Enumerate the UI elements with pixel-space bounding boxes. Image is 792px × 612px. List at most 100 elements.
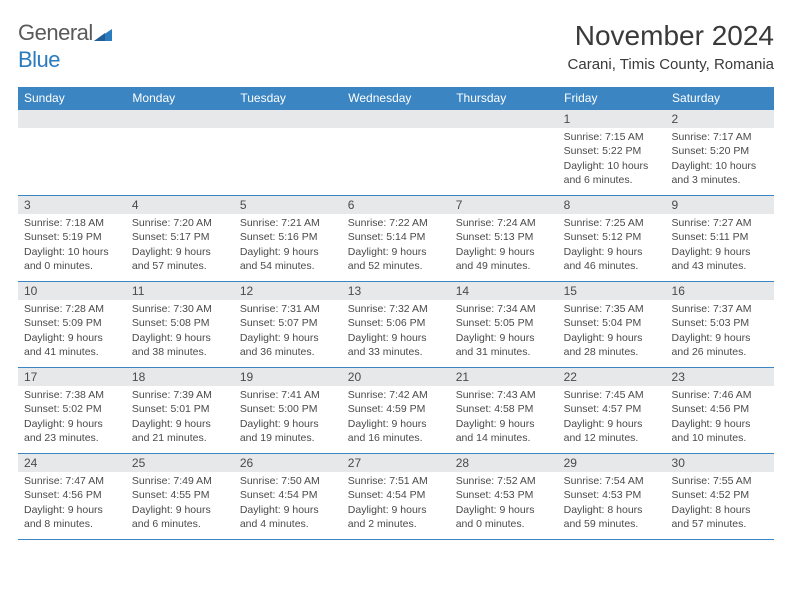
calendar-week-row: 1Sunrise: 7:15 AMSunset: 5:22 PMDaylight… [18,110,774,196]
day-number: 27 [342,454,450,472]
day-content: Sunrise: 7:32 AMSunset: 5:06 PMDaylight:… [342,300,450,363]
day-content: Sunrise: 7:46 AMSunset: 4:56 PMDaylight:… [666,386,774,449]
day-content: Sunrise: 7:45 AMSunset: 4:57 PMDaylight:… [558,386,666,449]
day-number: 7 [450,196,558,214]
day-number: 11 [126,282,234,300]
day-number: 18 [126,368,234,386]
day-number: 3 [18,196,126,214]
day-number: 28 [450,454,558,472]
calendar-day-cell [126,110,234,196]
calendar-day-cell: 9Sunrise: 7:27 AMSunset: 5:11 PMDaylight… [666,196,774,282]
calendar-day-cell: 7Sunrise: 7:24 AMSunset: 5:13 PMDaylight… [450,196,558,282]
calendar-day-cell: 20Sunrise: 7:42 AMSunset: 4:59 PMDayligh… [342,368,450,454]
day-content: Sunrise: 7:51 AMSunset: 4:54 PMDaylight:… [342,472,450,535]
calendar-day-cell: 18Sunrise: 7:39 AMSunset: 5:01 PMDayligh… [126,368,234,454]
day-content: Sunrise: 7:43 AMSunset: 4:58 PMDaylight:… [450,386,558,449]
logo-triangle-icon [94,21,112,47]
day-number: 24 [18,454,126,472]
day-content: Sunrise: 7:31 AMSunset: 5:07 PMDaylight:… [234,300,342,363]
day-number: 6 [342,196,450,214]
calendar-day-cell [234,110,342,196]
day-number: 21 [450,368,558,386]
day-content: Sunrise: 7:18 AMSunset: 5:19 PMDaylight:… [18,214,126,277]
day-number: 19 [234,368,342,386]
day-content: Sunrise: 7:38 AMSunset: 5:02 PMDaylight:… [18,386,126,449]
day-content: Sunrise: 7:20 AMSunset: 5:17 PMDaylight:… [126,214,234,277]
calendar-day-cell: 24Sunrise: 7:47 AMSunset: 4:56 PMDayligh… [18,454,126,540]
calendar-week-row: 3Sunrise: 7:18 AMSunset: 5:19 PMDaylight… [18,196,774,282]
calendar-day-cell [450,110,558,196]
calendar-day-cell: 6Sunrise: 7:22 AMSunset: 5:14 PMDaylight… [342,196,450,282]
day-content: Sunrise: 7:42 AMSunset: 4:59 PMDaylight:… [342,386,450,449]
weekday-header: Sunday [18,87,126,110]
calendar-week-row: 10Sunrise: 7:28 AMSunset: 5:09 PMDayligh… [18,282,774,368]
day-number [126,110,234,128]
day-number: 8 [558,196,666,214]
day-number: 12 [234,282,342,300]
title-block: November 2024 Carani, Timis County, Roma… [568,20,774,73]
logo-text-main: General [18,20,93,45]
day-number: 26 [234,454,342,472]
day-content: Sunrise: 7:27 AMSunset: 5:11 PMDaylight:… [666,214,774,277]
weekday-header: Friday [558,87,666,110]
calendar-day-cell: 29Sunrise: 7:54 AMSunset: 4:53 PMDayligh… [558,454,666,540]
calendar-head: SundayMondayTuesdayWednesdayThursdayFrid… [18,87,774,110]
day-content: Sunrise: 7:55 AMSunset: 4:52 PMDaylight:… [666,472,774,535]
calendar-day-cell [18,110,126,196]
day-number [342,110,450,128]
day-content: Sunrise: 7:28 AMSunset: 5:09 PMDaylight:… [18,300,126,363]
day-number: 9 [666,196,774,214]
day-number: 22 [558,368,666,386]
day-content: Sunrise: 7:52 AMSunset: 4:53 PMDaylight:… [450,472,558,535]
day-content: Sunrise: 7:21 AMSunset: 5:16 PMDaylight:… [234,214,342,277]
calendar-day-cell: 22Sunrise: 7:45 AMSunset: 4:57 PMDayligh… [558,368,666,454]
calendar-day-cell: 8Sunrise: 7:25 AMSunset: 5:12 PMDaylight… [558,196,666,282]
weekday-header: Thursday [450,87,558,110]
calendar-day-cell: 27Sunrise: 7:51 AMSunset: 4:54 PMDayligh… [342,454,450,540]
calendar-day-cell: 25Sunrise: 7:49 AMSunset: 4:55 PMDayligh… [126,454,234,540]
calendar-day-cell: 23Sunrise: 7:46 AMSunset: 4:56 PMDayligh… [666,368,774,454]
day-number: 15 [558,282,666,300]
calendar-day-cell: 26Sunrise: 7:50 AMSunset: 4:54 PMDayligh… [234,454,342,540]
calendar-table: SundayMondayTuesdayWednesdayThursdayFrid… [18,87,774,540]
day-content: Sunrise: 7:22 AMSunset: 5:14 PMDaylight:… [342,214,450,277]
day-number [18,110,126,128]
day-number: 29 [558,454,666,472]
weekday-header: Wednesday [342,87,450,110]
logo-text-accent: Blue [18,47,60,72]
day-content: Sunrise: 7:24 AMSunset: 5:13 PMDaylight:… [450,214,558,277]
day-content: Sunrise: 7:39 AMSunset: 5:01 PMDaylight:… [126,386,234,449]
day-number: 10 [18,282,126,300]
calendar-day-cell: 3Sunrise: 7:18 AMSunset: 5:19 PMDaylight… [18,196,126,282]
day-number: 4 [126,196,234,214]
calendar-page: GeneralBlue November 2024 Carani, Timis … [0,0,792,560]
calendar-day-cell: 17Sunrise: 7:38 AMSunset: 5:02 PMDayligh… [18,368,126,454]
calendar-day-cell: 4Sunrise: 7:20 AMSunset: 5:17 PMDaylight… [126,196,234,282]
calendar-day-cell: 13Sunrise: 7:32 AMSunset: 5:06 PMDayligh… [342,282,450,368]
day-content: Sunrise: 7:41 AMSunset: 5:00 PMDaylight:… [234,386,342,449]
calendar-day-cell: 10Sunrise: 7:28 AMSunset: 5:09 PMDayligh… [18,282,126,368]
calendar-day-cell: 19Sunrise: 7:41 AMSunset: 5:00 PMDayligh… [234,368,342,454]
calendar-week-row: 17Sunrise: 7:38 AMSunset: 5:02 PMDayligh… [18,368,774,454]
calendar-day-cell: 1Sunrise: 7:15 AMSunset: 5:22 PMDaylight… [558,110,666,196]
calendar-day-cell: 5Sunrise: 7:21 AMSunset: 5:16 PMDaylight… [234,196,342,282]
calendar-week-row: 24Sunrise: 7:47 AMSunset: 4:56 PMDayligh… [18,454,774,540]
day-content: Sunrise: 7:17 AMSunset: 5:20 PMDaylight:… [666,128,774,191]
day-number: 13 [342,282,450,300]
day-content: Sunrise: 7:25 AMSunset: 5:12 PMDaylight:… [558,214,666,277]
day-content: Sunrise: 7:47 AMSunset: 4:56 PMDaylight:… [18,472,126,535]
day-content: Sunrise: 7:49 AMSunset: 4:55 PMDaylight:… [126,472,234,535]
day-number [450,110,558,128]
calendar-day-cell: 15Sunrise: 7:35 AMSunset: 5:04 PMDayligh… [558,282,666,368]
calendar-day-cell: 28Sunrise: 7:52 AMSunset: 4:53 PMDayligh… [450,454,558,540]
day-number: 5 [234,196,342,214]
day-content: Sunrise: 7:35 AMSunset: 5:04 PMDaylight:… [558,300,666,363]
header: GeneralBlue November 2024 Carani, Timis … [18,20,774,73]
calendar-day-cell: 2Sunrise: 7:17 AMSunset: 5:20 PMDaylight… [666,110,774,196]
day-number [234,110,342,128]
weekday-header: Monday [126,87,234,110]
day-number: 16 [666,282,774,300]
calendar-day-cell: 14Sunrise: 7:34 AMSunset: 5:05 PMDayligh… [450,282,558,368]
logo-text: GeneralBlue [18,20,112,73]
weekday-header: Tuesday [234,87,342,110]
